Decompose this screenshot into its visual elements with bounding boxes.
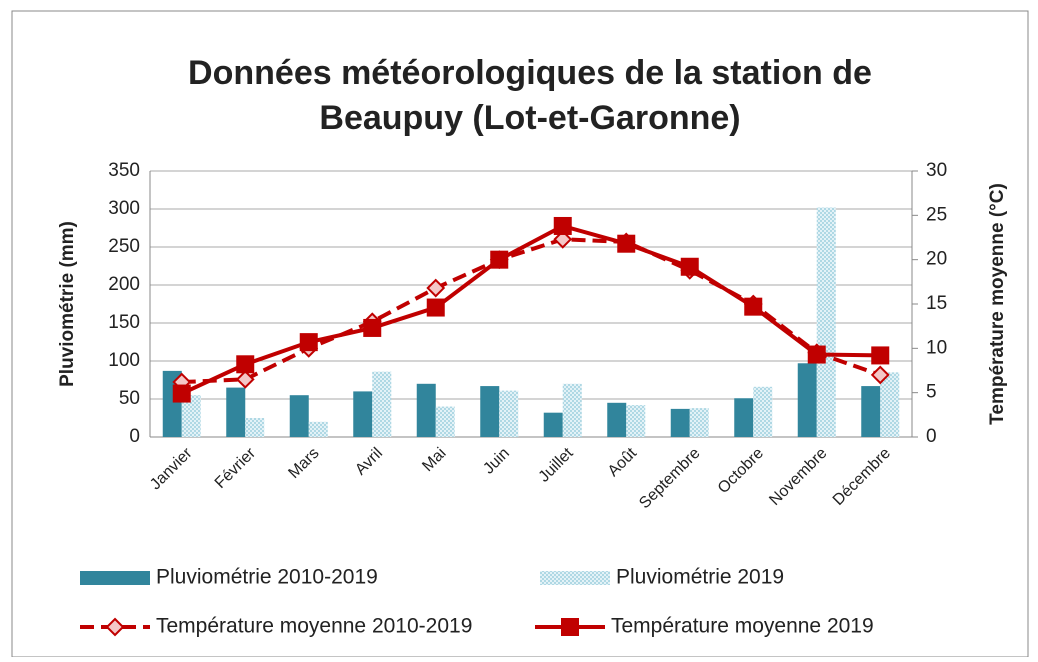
legend-label: Température moyenne 2019 (611, 615, 874, 638)
bar (245, 418, 265, 437)
marker (744, 297, 763, 316)
bar (543, 412, 563, 437)
bar (435, 406, 455, 437)
line (180, 223, 881, 396)
legend-swatch (80, 571, 150, 585)
legend-label: Pluviométrie 2019 (616, 566, 784, 589)
marker (236, 355, 255, 374)
bar (226, 387, 246, 437)
bar (753, 386, 773, 437)
marker (807, 345, 826, 364)
y2-tick-label: 10 (926, 337, 947, 358)
bar (816, 207, 836, 437)
marker (617, 234, 636, 253)
y-tick-label: 100 (108, 350, 140, 371)
y2-tick-label: 15 (926, 293, 947, 314)
legend-marker (561, 618, 579, 636)
y-tick-label: 200 (108, 274, 140, 295)
y-tick-label: 350 (108, 160, 140, 181)
bar (289, 395, 309, 437)
bar (797, 363, 817, 437)
marker (426, 298, 445, 317)
y2-tick-label: 0 (926, 426, 937, 447)
y2-tick-label: 20 (926, 249, 947, 270)
bar (372, 371, 392, 437)
y-tick-label: 300 (108, 198, 140, 219)
marker (235, 369, 255, 389)
bar (861, 386, 881, 437)
bar (353, 391, 373, 437)
marker (490, 250, 509, 269)
bar (670, 408, 690, 437)
marker (426, 278, 446, 298)
y2-tick-label: 25 (926, 204, 947, 225)
legend-label: Pluviométrie 2010-2019 (156, 566, 378, 589)
bar (416, 383, 436, 437)
marker (172, 384, 191, 403)
bar (626, 405, 646, 437)
bar (734, 398, 754, 437)
bar (480, 386, 500, 437)
y-tick-label: 150 (108, 312, 140, 333)
y2-axis-label: Température moyenne (°C) (987, 183, 1008, 425)
marker (871, 346, 890, 365)
marker (553, 229, 573, 249)
y-tick-label: 50 (119, 388, 140, 409)
frame (11, 10, 1029, 658)
y2-tick-label: 5 (926, 382, 937, 403)
bar (181, 395, 201, 437)
chart-title: Données météorologiques de la station de (188, 54, 872, 92)
y2-tick-label: 30 (926, 160, 947, 181)
y-axis-label: Pluviométrie (mm) (57, 221, 78, 387)
bar (499, 390, 519, 437)
marker (870, 365, 890, 385)
y-tick-label: 0 (129, 426, 140, 447)
marker (680, 257, 699, 276)
bar (607, 402, 627, 437)
legend-label: Température moyenne 2010-2019 (156, 615, 472, 638)
marker (553, 216, 572, 235)
legend-swatch (540, 571, 610, 585)
marker (363, 318, 382, 337)
bar (689, 408, 709, 437)
bar (308, 421, 328, 437)
y-tick-label: 250 (108, 236, 140, 257)
bar (880, 372, 900, 437)
chart-title: Beaupuy (Lot-et-Garonne) (319, 99, 740, 137)
marker (299, 333, 318, 352)
bar (562, 383, 582, 437)
legend-marker (105, 617, 125, 637)
